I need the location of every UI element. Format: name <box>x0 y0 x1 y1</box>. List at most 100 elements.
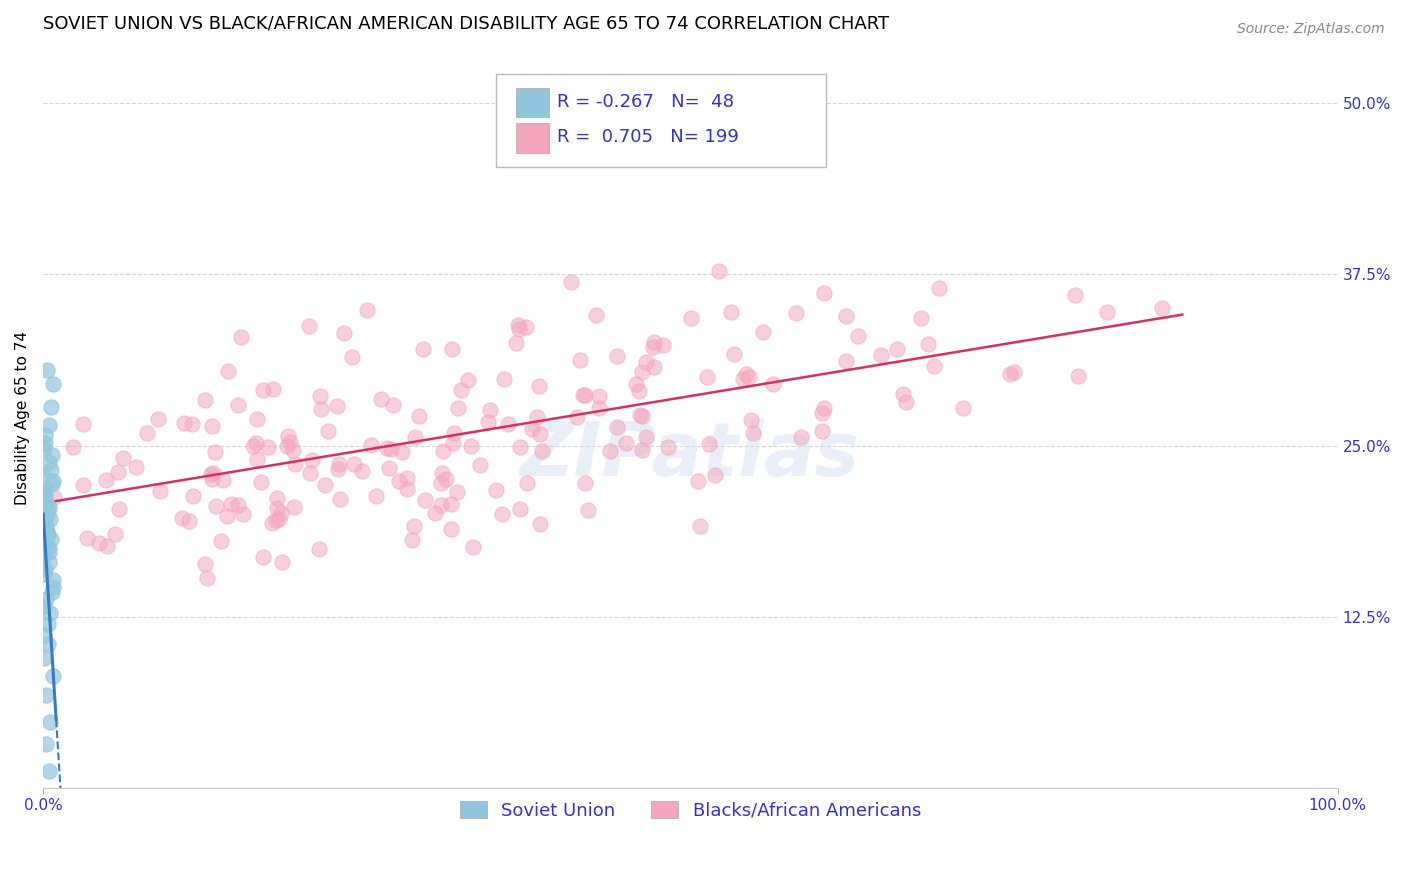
Point <box>281 442 304 457</box>
Point <box>811 406 834 420</box>
Point <box>631 365 654 379</box>
Point <box>278 434 301 449</box>
Point <box>108 501 131 516</box>
Point <box>432 466 454 480</box>
Point <box>39 401 62 415</box>
Point <box>146 411 169 425</box>
Point <box>112 451 135 466</box>
Legend: Soviet Union, Blacks/African Americans: Soviet Union, Blacks/African Americans <box>453 794 928 827</box>
Point <box>395 471 418 485</box>
Point <box>104 527 127 541</box>
Point <box>245 435 267 450</box>
Point <box>679 310 702 325</box>
Point <box>231 330 253 344</box>
Point <box>34 483 56 497</box>
Point <box>38 417 60 432</box>
Point <box>440 522 463 536</box>
Point <box>432 443 454 458</box>
Text: ZIPatlas: ZIPatlas <box>520 418 860 491</box>
Point <box>301 452 323 467</box>
Point <box>740 412 762 426</box>
Point <box>457 373 479 387</box>
Point <box>380 442 402 457</box>
Point <box>37 504 59 518</box>
Point <box>401 533 423 547</box>
Point <box>785 306 807 320</box>
Point <box>41 532 63 546</box>
Point <box>342 351 364 365</box>
Point <box>441 436 464 450</box>
FancyBboxPatch shape <box>516 123 550 153</box>
Point <box>572 387 595 401</box>
Point <box>200 467 222 481</box>
Point <box>271 555 294 569</box>
Point <box>283 500 305 515</box>
Point <box>382 398 405 412</box>
Point <box>42 490 65 504</box>
Point <box>42 580 65 594</box>
Point <box>201 472 224 486</box>
Point <box>529 427 551 442</box>
Point <box>720 305 742 319</box>
Point <box>35 521 58 535</box>
Point <box>276 439 298 453</box>
Point <box>326 461 349 475</box>
Point <box>922 359 945 373</box>
Point <box>515 320 537 334</box>
Point <box>242 439 264 453</box>
Point <box>204 445 226 459</box>
Point <box>588 401 610 415</box>
Point <box>917 337 939 351</box>
Point <box>652 338 675 352</box>
Point <box>496 417 519 431</box>
Point <box>599 444 621 458</box>
Point <box>643 359 665 374</box>
Point <box>32 442 55 456</box>
Point <box>606 349 628 363</box>
Point <box>284 457 307 471</box>
Point <box>76 531 98 545</box>
Point <box>704 467 727 482</box>
Point <box>1067 369 1090 384</box>
Point <box>1095 305 1118 319</box>
Point <box>260 516 283 530</box>
Point <box>264 513 287 527</box>
Point <box>366 489 388 503</box>
Point <box>576 503 599 517</box>
Text: SOVIET UNION VS BLACK/AFRICAN AMERICAN DISABILITY AGE 65 TO 74 CORRELATION CHART: SOVIET UNION VS BLACK/AFRICAN AMERICAN D… <box>44 15 890 33</box>
Point <box>217 364 239 378</box>
Point <box>709 264 731 278</box>
Point <box>491 507 513 521</box>
Y-axis label: Disability Age 65 to 74: Disability Age 65 to 74 <box>15 331 30 505</box>
Point <box>35 509 58 524</box>
Point <box>35 496 58 510</box>
Point <box>835 354 858 368</box>
Point <box>34 491 56 505</box>
Point <box>308 542 330 557</box>
Point <box>565 410 588 425</box>
Point <box>194 558 217 572</box>
Point <box>529 517 551 532</box>
Point <box>440 343 463 357</box>
Point <box>35 363 58 377</box>
Point <box>217 509 239 524</box>
Point <box>446 485 468 500</box>
Point <box>477 415 499 429</box>
Point <box>96 473 118 487</box>
Point <box>530 443 553 458</box>
Point <box>494 372 516 386</box>
Point <box>891 386 914 401</box>
Text: R =  0.705   N= 199: R = 0.705 N= 199 <box>557 128 740 146</box>
Point <box>38 500 60 515</box>
Point <box>569 353 592 368</box>
Point <box>738 369 761 384</box>
Point <box>201 418 224 433</box>
Point <box>378 460 401 475</box>
Point <box>72 478 94 492</box>
Point <box>201 467 224 481</box>
Point <box>762 377 785 392</box>
Point <box>32 567 55 582</box>
Point <box>34 516 56 531</box>
Point <box>375 441 398 455</box>
Point <box>460 439 482 453</box>
